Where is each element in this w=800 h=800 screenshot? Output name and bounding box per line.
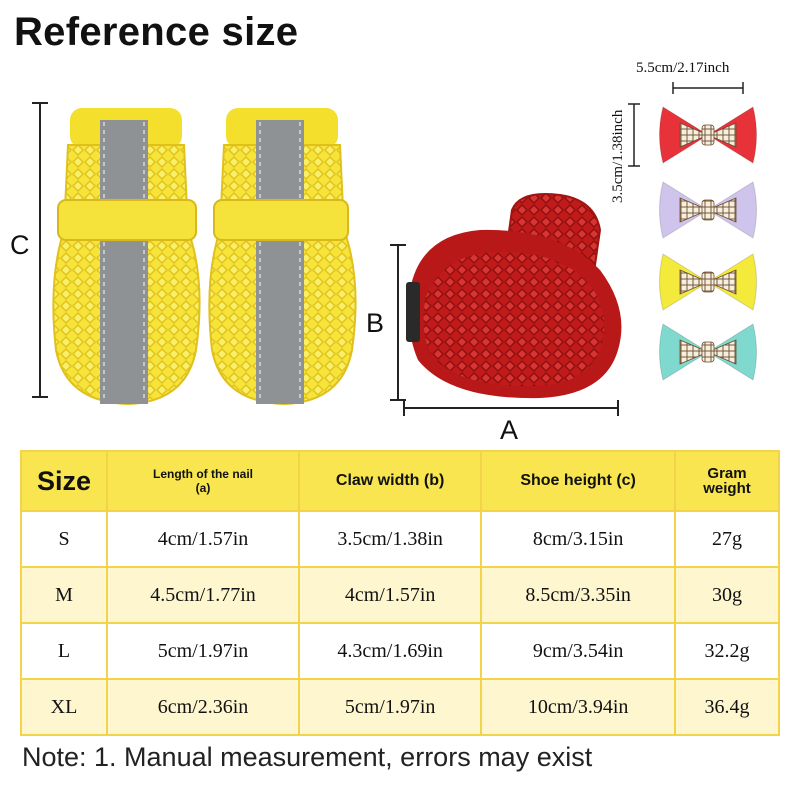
bow-width-label: 5.5cm/2.17inch [636, 60, 730, 76]
cell-height: 8.5cm/3.35in [480, 566, 676, 624]
bow-3 [659, 253, 757, 311]
cell-nail: 4.5cm/1.77in [106, 566, 300, 624]
bow-dimension-markers [628, 82, 744, 167]
dimension-b-label: B [366, 308, 385, 338]
header-gram-line2: weight [703, 480, 751, 497]
cell-claw: 5cm/1.97in [297, 678, 483, 736]
measurement-note: Note: 1. Manual measurement, errors may … [22, 742, 593, 772]
bow-2 [659, 181, 757, 239]
header-gram-line1: Gram [707, 465, 747, 482]
cell-weight: 30g [674, 566, 780, 624]
red-shoe [406, 193, 622, 399]
header-gram-weight: Gram weight [674, 450, 780, 512]
cell-claw: 3.5cm/1.38in [297, 510, 483, 568]
header-nail-line2: (a) [195, 481, 211, 495]
table-row: L 5cm/1.97in 4.3cm/1.69in 9cm/3.54in 32.… [20, 622, 780, 680]
header-shoe-height: Shoe height (c) [480, 450, 676, 512]
cell-size: XL [20, 678, 108, 736]
cell-height: 10cm/3.94in [480, 678, 676, 736]
cell-nail: 4cm/1.57in [106, 510, 300, 568]
cell-weight: 32.2g [674, 622, 780, 680]
bow-height-label: 3.5cm/1.38inch [610, 109, 626, 203]
cell-weight: 27g [674, 510, 780, 568]
table-header-row: Size Length of the nail (a) Claw width (… [20, 450, 780, 512]
yellow-shoe-left [52, 108, 201, 406]
header-size: Size [20, 450, 108, 512]
header-nail-line1: Length of the nail [153, 467, 253, 481]
page-title: Reference size [14, 10, 299, 54]
table-row: M 4.5cm/1.77in 4cm/1.57in 8.5cm/3.35in 3… [20, 566, 780, 624]
size-chart-table: Size Length of the nail (a) Claw width (… [20, 450, 780, 736]
cell-claw: 4.3cm/1.69in [297, 622, 483, 680]
yellow-shoe-right [208, 108, 357, 406]
cell-height: 9cm/3.54in [480, 622, 676, 680]
dimension-c-marker [32, 102, 48, 398]
bow-accessories [659, 106, 757, 381]
dimension-c-label: C [10, 230, 30, 260]
cell-height: 8cm/3.15in [480, 510, 676, 568]
dimension-a-label: A [500, 415, 519, 445]
table-row: XL 6cm/2.36in 5cm/1.97in 10cm/3.94in 36.… [20, 678, 780, 736]
bow-4 [659, 323, 757, 381]
cell-size: S [20, 510, 108, 568]
bow-1 [659, 106, 757, 164]
dimension-a-marker [403, 400, 619, 416]
cell-size: L [20, 622, 108, 680]
header-claw-width: Claw width (b) [297, 450, 483, 512]
product-illustration [32, 82, 757, 416]
table-row: S 4cm/1.57in 3.5cm/1.38in 8cm/3.15in 27g [20, 510, 780, 568]
cell-claw: 4cm/1.57in [297, 566, 483, 624]
cell-weight: 36.4g [674, 678, 780, 736]
cell-nail: 6cm/2.36in [106, 678, 300, 736]
cell-nail: 5cm/1.97in [106, 622, 300, 680]
cell-size: M [20, 566, 108, 624]
header-nail-length: Length of the nail (a) [106, 450, 300, 512]
dimension-b-marker [390, 244, 406, 401]
